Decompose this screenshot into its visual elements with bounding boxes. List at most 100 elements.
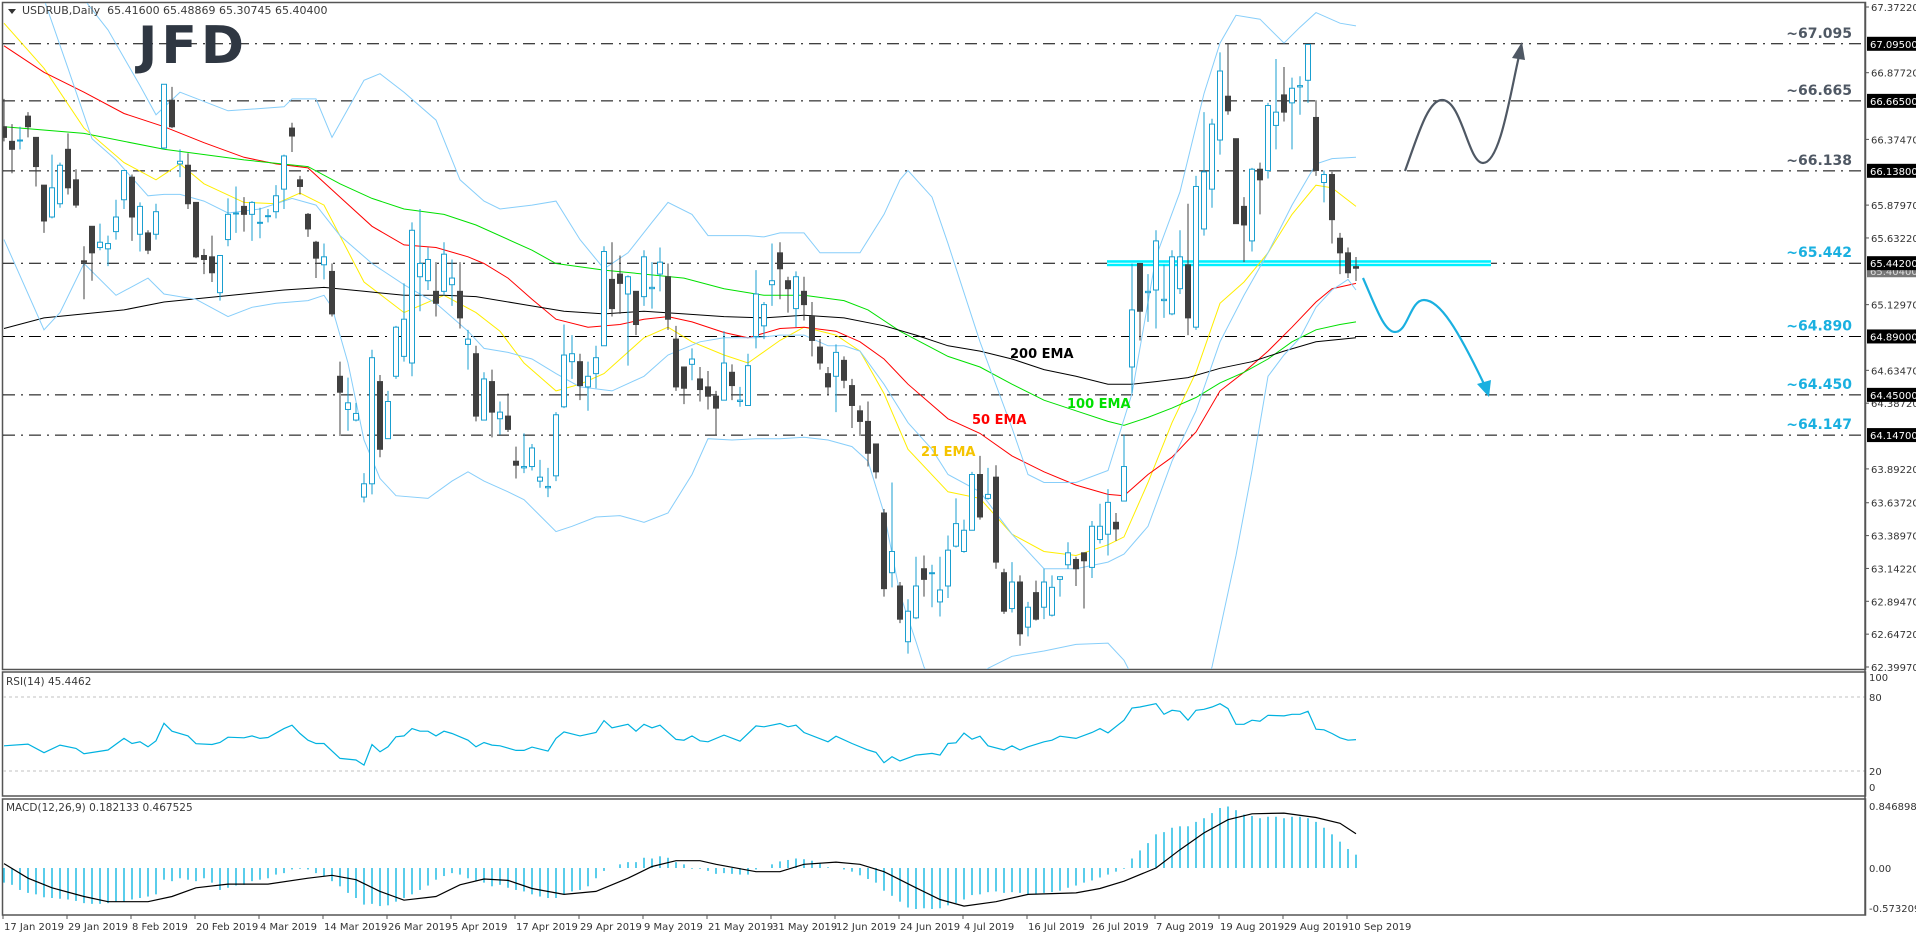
level-price-label: 66.66500 — [1870, 97, 1916, 108]
bullish-candle — [985, 493, 991, 499]
bearish-candle — [785, 280, 791, 290]
bullish-candle — [233, 212, 239, 215]
arrowhead-down-icon — [1477, 380, 1491, 397]
bullish-candle — [1121, 466, 1127, 502]
bullish-candle — [1041, 581, 1047, 608]
bullish-candle — [793, 276, 799, 310]
level-price-label: 64.14700 — [1870, 431, 1916, 442]
price-tick-label: 64.63470 — [1871, 366, 1916, 377]
bearish-candle — [1313, 116, 1319, 172]
rsi-panel-frame — [1, 671, 1867, 797]
bearish-candle — [841, 359, 847, 381]
bearish-candle — [921, 568, 927, 580]
bullish-candle — [49, 187, 55, 218]
dropdown-triangle-icon[interactable] — [8, 8, 16, 14]
bullish-candle — [17, 139, 23, 142]
bullish-candle — [889, 550, 895, 574]
bullish-candle — [553, 414, 559, 477]
bearish-candle — [33, 136, 39, 168]
bullish-candle — [369, 357, 375, 485]
price-tick-label: 66.37470 — [1871, 135, 1916, 146]
bullish-candle — [1009, 581, 1015, 610]
rsi-label: RSI(14) 45.4462 — [6, 676, 92, 688]
bullish-candle — [281, 155, 287, 190]
projection-paths — [1361, 42, 1525, 397]
bollinger-band-line — [44, 3, 1357, 570]
bearish-candle — [297, 179, 303, 187]
bullish-candle — [1201, 171, 1207, 230]
ema-label: 21 EMA — [921, 445, 976, 460]
candles — [3, 43, 1359, 654]
support-zone — [1107, 260, 1491, 267]
bullish-candle — [937, 589, 943, 603]
bullish-candle — [105, 243, 111, 250]
price-tick-label: 62.39970 — [1871, 663, 1916, 674]
bullish-candle — [1097, 525, 1103, 541]
bearish-candle — [993, 476, 999, 563]
bearish-candle — [89, 225, 95, 254]
bearish-candle — [705, 386, 711, 397]
date-tick-label: 21 May 2019 — [708, 922, 773, 933]
bullish-candle — [745, 365, 751, 406]
bullish-candle — [1169, 256, 1175, 315]
date-tick-label: 29 Aug 2019 — [1284, 922, 1348, 933]
bullish-candle — [761, 304, 767, 327]
rsi-tick-label: 80 — [1869, 693, 1882, 704]
bullish-candle — [249, 201, 255, 215]
chart-text: 200 EMA 100 EMA 50 EMA 21 EMA ~67.095 ~66.665… — [921, 26, 1852, 460]
date-tick-label: 24 Jun 2019 — [900, 922, 960, 933]
bullish-candle — [1153, 240, 1159, 291]
bullish-candle — [449, 277, 455, 286]
bullish-candle — [401, 318, 407, 357]
bullish-candle — [593, 357, 599, 375]
date-tick-label: 10 Sep 2019 — [1348, 922, 1411, 933]
ema-label: 50 EMA — [972, 413, 1027, 428]
bullish-candle — [97, 241, 103, 249]
bearish-candle — [185, 164, 191, 205]
bullish-candle — [929, 572, 935, 575]
bearish-candle — [1225, 95, 1231, 112]
bullish-candle — [153, 211, 159, 235]
bearish-candle — [9, 140, 15, 150]
bearish-candle — [241, 205, 247, 215]
macd-panel-frame — [1, 798, 1867, 916]
bearish-candle — [1337, 237, 1343, 254]
bullish-candle — [121, 170, 127, 201]
bullish-candle — [257, 221, 263, 224]
bullish-candle — [545, 485, 551, 489]
price-tick-label: 65.63220 — [1871, 234, 1916, 245]
bearish-candle — [1081, 552, 1087, 562]
bullish-candle — [265, 215, 271, 218]
date-tick-label: 14 Mar 2019 — [324, 922, 387, 933]
bullish-projection-path — [1403, 55, 1521, 172]
bearish-candle — [145, 232, 151, 251]
bearish-candle — [881, 512, 887, 590]
bearish-candle — [433, 290, 439, 304]
bearish-candle — [681, 366, 687, 389]
date-tick-label: 31 May 2019 — [772, 922, 837, 933]
level-label: ~64.450 — [1786, 377, 1852, 393]
level-price-box — [1867, 329, 1916, 344]
bullish-candle — [521, 466, 527, 469]
date-tick-label: 19 Aug 2019 — [1220, 922, 1284, 933]
date-tick-label: 7 Aug 2019 — [1156, 922, 1214, 933]
bullish-candle — [1193, 185, 1199, 328]
bullish-candle — [1289, 87, 1295, 104]
bullish-candle — [1089, 525, 1095, 568]
date-tick-label: 26 Mar 2019 — [388, 922, 451, 933]
symbol-label: USDRUB,Daily — [22, 4, 101, 17]
bullish-candle — [217, 254, 223, 294]
bearish-candle — [505, 415, 511, 430]
ema-label: 200 EMA — [1010, 347, 1074, 362]
bearish-candle — [633, 290, 639, 326]
price-tick-label: 65.87970 — [1871, 201, 1916, 212]
bearish-candle — [1281, 94, 1287, 113]
date-tick-label: 12 Jun 2019 — [836, 922, 896, 933]
date-tick-label: 17 Apr 2019 — [516, 922, 578, 933]
price-tick-label: 63.38970 — [1871, 532, 1916, 543]
level-price-label: 67.09500 — [1870, 40, 1916, 51]
bearish-candle — [729, 371, 735, 387]
date-tick-label: 16 Jul 2019 — [1028, 922, 1085, 933]
bullish-candle — [649, 286, 655, 290]
bullish-candle — [641, 256, 647, 298]
